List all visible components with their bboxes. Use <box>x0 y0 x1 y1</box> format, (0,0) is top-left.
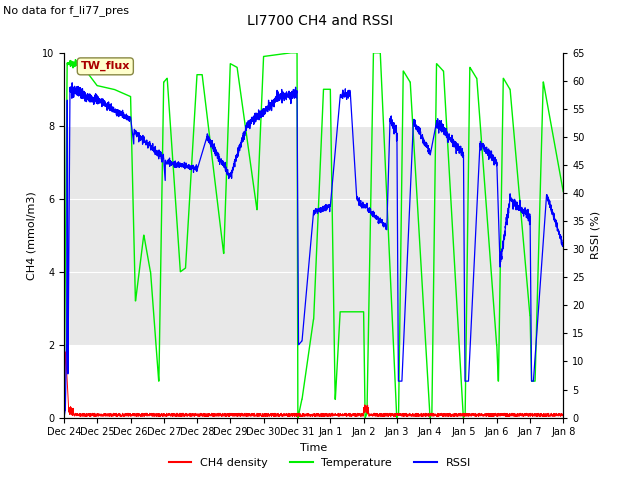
Text: LI7700 CH4 and RSSI: LI7700 CH4 and RSSI <box>247 14 393 28</box>
Text: No data for f_li77_pres: No data for f_li77_pres <box>3 5 129 16</box>
Bar <box>64 126 563 345</box>
Y-axis label: CH4 (mmol/m3): CH4 (mmol/m3) <box>26 191 36 279</box>
Y-axis label: RSSI (%): RSSI (%) <box>590 211 600 259</box>
Legend: CH4 density, Temperature, RSSI: CH4 density, Temperature, RSSI <box>164 453 476 472</box>
Text: TW_flux: TW_flux <box>81 61 130 72</box>
X-axis label: Time: Time <box>300 443 327 453</box>
